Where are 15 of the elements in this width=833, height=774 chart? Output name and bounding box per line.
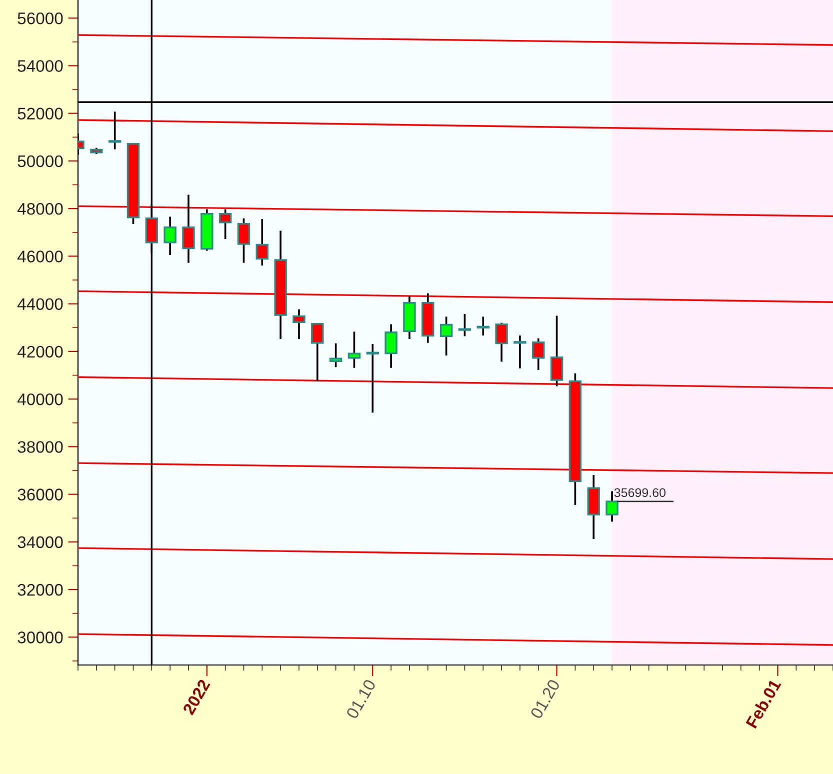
y-tick-label: 50000 [18,155,63,168]
y-tick-label: 34000 [18,536,63,548]
y-tick-label: 54000 [18,60,63,72]
annotation: 35699.60 [614,488,666,498]
y-tick-label: 30000 [18,632,63,644]
y-tick-label: 32000 [18,584,63,596]
y-tick-label: 40000 [17,393,63,406]
y-tick-label: 52000 [18,108,63,120]
y-tick-label: 56000 [18,12,63,24]
y-tick-label: 44000 [17,298,63,310]
y-tick-label: 36000 [18,488,63,500]
y-tick-label: 38000 [18,441,63,453]
y-tick-label: 48000 [17,202,63,215]
y-tick-label: 42000 [17,346,63,358]
y-tick-label: 46000 [17,250,63,262]
